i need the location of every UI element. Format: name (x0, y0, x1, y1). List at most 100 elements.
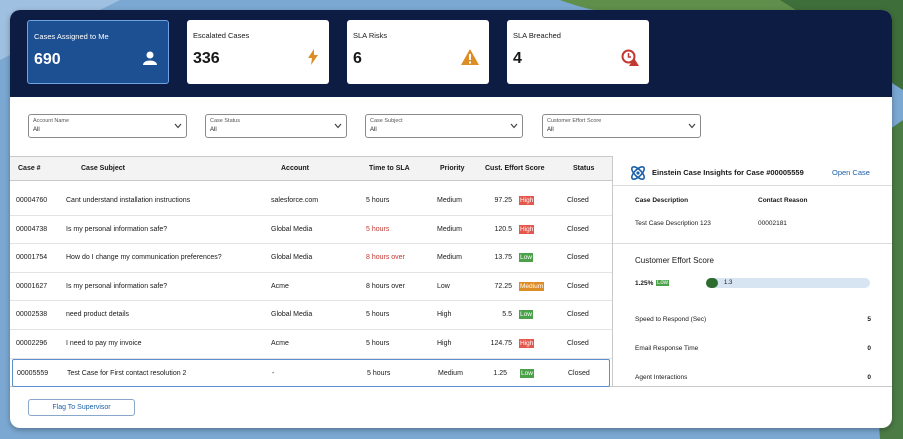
table-row[interactable]: 00004760 Cant understand installation ins… (10, 187, 612, 216)
case-subject: Cant understand installation instruction… (66, 197, 191, 204)
effort-level: High (519, 224, 535, 234)
metric-label: Email Response Time (635, 345, 699, 352)
case-number: 00004738 (16, 225, 48, 233)
table-row[interactable]: 00002296 I need to pay my invoice Acme 5 ho… (10, 330, 612, 359)
stat-value: 6 (353, 50, 362, 67)
column-header: Case Subject (81, 165, 125, 172)
status: Closed (567, 225, 589, 233)
icon (143, 51, 157, 65)
effort-score: 72.25 (494, 282, 512, 290)
table-header: Case # Case Subject Account Time to SLA Prio… (10, 157, 612, 181)
open-case-link[interactable]: Open Case (832, 168, 870, 177)
dashboard-card: Case # Case Subject Account Time to SLA Prio… (10, 10, 892, 428)
stat-tile[interactable]: Cases Assigned to Me 690 (27, 20, 169, 84)
account: salesforce.com (271, 197, 319, 204)
stat-tile[interactable]: SLA Risks 6 (347, 20, 489, 84)
icon (621, 49, 639, 66)
case-number: 00002538 (16, 311, 48, 319)
table-row[interactable]: 00002538 need product details Global Media… (10, 301, 612, 330)
flag-button[interactable]: Flag To Supervisor (28, 399, 135, 416)
priority: Low (437, 282, 450, 290)
account: Global Media (271, 311, 313, 319)
chevron-icon (510, 123, 518, 129)
effort-level: High (519, 339, 535, 348)
filter-dropdown[interactable]: Case Status All (205, 114, 347, 138)
stat-label: SLA Breached (513, 31, 561, 40)
case-number: 00005559 (17, 369, 49, 377)
case-number: 00002296 (16, 340, 48, 347)
effort-level: Low (520, 368, 534, 378)
effort-score: 5.5 (502, 311, 512, 319)
column-header: Time to SLA (369, 165, 410, 172)
priority: High (437, 340, 452, 347)
effort-score: 124.75 (490, 340, 512, 347)
filter-dropdown[interactable]: Account Name All (28, 114, 187, 138)
effort-level: Low (519, 253, 533, 263)
priority: Medium (437, 197, 462, 204)
insights-title: Einstein Case Insights for Case #0000555… (652, 168, 804, 177)
metric-value: 5 (867, 316, 871, 323)
priority: Medium (438, 369, 463, 377)
icon (308, 49, 318, 65)
column-header: Account (281, 165, 309, 172)
case-number: 00001627 (16, 282, 48, 290)
filter-dropdown[interactable]: Case Subject All (365, 114, 523, 138)
case-subject: need product details (66, 311, 130, 319)
status: Closed (568, 369, 590, 377)
cases-table: Case # Case Subject Account Time to SLA Prio… (10, 156, 613, 388)
stat-label: Cases Assigned to Me (34, 32, 109, 41)
time-to-sla: 5 hours (366, 340, 390, 347)
stat-tile[interactable]: Escalated Cases 336 (187, 20, 329, 84)
account: Global Media (271, 225, 313, 233)
case-subject: Test Case for First contact resolution 2 (67, 369, 187, 377)
filter-label: Case Subject (370, 118, 403, 124)
stat-value: 336 (193, 50, 220, 67)
filter-label: Account Name (33, 118, 70, 124)
status: Closed (567, 340, 589, 347)
effort-score: 120.5 (494, 225, 512, 233)
time-to-sla: 5 hours (366, 225, 390, 233)
filter-value: All (210, 127, 217, 133)
effort-score: 1.25 (493, 369, 507, 377)
case-subject: Is my personal information safe? (66, 282, 168, 290)
filter-dropdown[interactable]: Customer Effort Score All (542, 114, 701, 138)
effort-bar-track (706, 278, 870, 288)
column-header: Cust. Effort Score (485, 165, 545, 172)
effort-level: Low (656, 280, 670, 286)
column-header: Case Description (635, 197, 689, 204)
divider (613, 243, 892, 244)
time-to-sla: 8 hours over (366, 282, 405, 290)
stat-tile[interactable]: SLA Breached 4 (507, 20, 649, 84)
metric-value: 0 (867, 374, 871, 381)
metric-value: 0 (867, 345, 871, 352)
effort-score: 1.25% (635, 280, 654, 287)
table-row[interactable]: 00001627 Is my personal information safe?… (10, 273, 612, 302)
priority: Medium (437, 225, 462, 233)
table-row[interactable]: 00004738 Is my personal information safe?… (10, 216, 612, 245)
time-to-sla: 5 hours (366, 311, 390, 319)
status: Closed (567, 254, 589, 262)
time-to-sla: 8 hours over (366, 254, 405, 262)
stat-value: 690 (34, 51, 61, 68)
effort-title: Customer Effort Score (635, 256, 714, 265)
account: - (272, 369, 275, 377)
case-number: 00004760 (16, 197, 48, 204)
stat-label: Escalated Cases (193, 31, 250, 40)
priority: Medium (437, 254, 462, 262)
metric-label: Speed to Respond (Sec) (635, 316, 707, 323)
chevron-icon (688, 123, 696, 129)
status: Closed (567, 311, 589, 319)
effort-bar-fill (706, 278, 718, 288)
account: Acme (271, 282, 289, 290)
effort-level: High (519, 196, 535, 205)
effort-score: 13.75 (494, 254, 512, 262)
filter-value: All (370, 127, 377, 133)
metric-label: Agent Interactions (635, 374, 688, 381)
filter-value: All (547, 127, 554, 133)
effort-level: Medium (519, 281, 545, 291)
effort-bar-label: 1.3 (724, 280, 733, 286)
table-row[interactable]: 00001754 How do I change my communication… (10, 244, 612, 273)
case-subject: How do I change my communication prefere… (66, 254, 222, 262)
filter-value: All (33, 127, 40, 133)
table-row[interactable]: 00005559 Test Case for First contact reso… (12, 358, 610, 388)
